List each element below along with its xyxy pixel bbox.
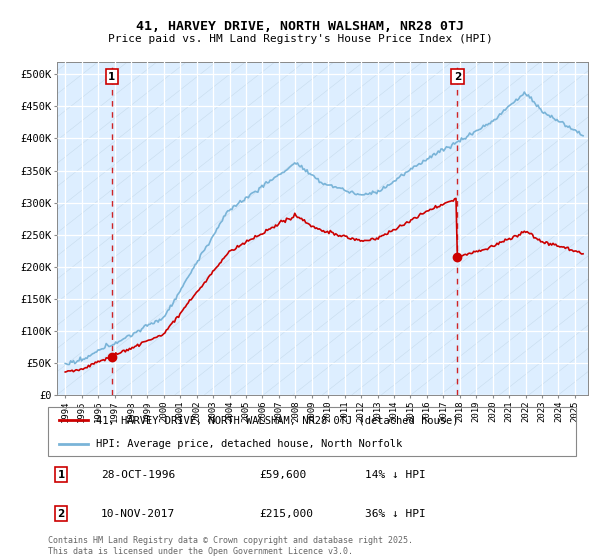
Text: 28-OCT-1996: 28-OCT-1996 bbox=[101, 470, 175, 479]
Text: 2: 2 bbox=[58, 509, 65, 519]
Text: HPI: Average price, detached house, North Norfolk: HPI: Average price, detached house, Nort… bbox=[95, 439, 402, 449]
Text: 41, HARVEY DRIVE, NORTH WALSHAM, NR28 0TJ: 41, HARVEY DRIVE, NORTH WALSHAM, NR28 0T… bbox=[136, 20, 464, 32]
Text: 10-NOV-2017: 10-NOV-2017 bbox=[101, 509, 175, 519]
Text: Contains HM Land Registry data © Crown copyright and database right 2025.
This d: Contains HM Land Registry data © Crown c… bbox=[48, 536, 413, 556]
Text: 36% ↓ HPI: 36% ↓ HPI bbox=[365, 509, 425, 519]
Text: Price paid vs. HM Land Registry's House Price Index (HPI): Price paid vs. HM Land Registry's House … bbox=[107, 34, 493, 44]
Text: 2: 2 bbox=[454, 72, 461, 82]
Text: £215,000: £215,000 bbox=[259, 509, 313, 519]
Text: 41, HARVEY DRIVE, NORTH WALSHAM, NR28 0TJ (detached house): 41, HARVEY DRIVE, NORTH WALSHAM, NR28 0T… bbox=[95, 416, 458, 426]
Text: 1: 1 bbox=[108, 72, 115, 82]
Text: 14% ↓ HPI: 14% ↓ HPI bbox=[365, 470, 425, 479]
Text: £59,600: £59,600 bbox=[259, 470, 307, 479]
Text: 1: 1 bbox=[58, 470, 65, 479]
